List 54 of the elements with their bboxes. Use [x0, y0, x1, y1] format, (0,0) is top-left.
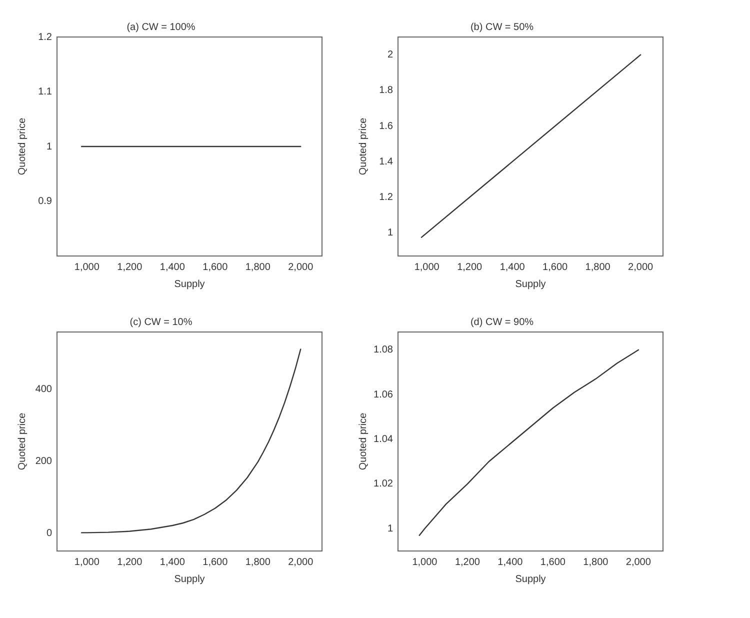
y-axis-title: Quoted price: [358, 117, 369, 176]
x-tick-label: 2,000: [628, 262, 654, 273]
y-tick-label: 1.02: [374, 478, 394, 490]
x-tick-label: 2,000: [288, 262, 314, 273]
y-tick-label: 0.9: [38, 196, 52, 207]
x-tick-label: 1,000: [74, 556, 100, 568]
x-tick-label: 1,600: [542, 262, 568, 273]
y-tick-label: 1.08: [374, 344, 394, 356]
y-tick-label: 1.2: [379, 192, 394, 203]
y-tick-label: 1.2: [38, 32, 52, 43]
y-tick-label: 1: [387, 228, 394, 239]
chart-title: (a) CW = 100%: [126, 22, 196, 33]
x-axis-title: Supply: [174, 278, 205, 290]
x-tick-label: 2,000: [288, 556, 314, 568]
x-tick-label: 1,800: [583, 556, 609, 568]
x-tick-label: 1,600: [540, 556, 566, 568]
x-tick-label: 1,600: [202, 262, 228, 273]
y-axis-title: Quoted price: [16, 117, 28, 176]
x-tick-label: 1,400: [500, 262, 526, 273]
y-tick-label: 1.6: [379, 120, 394, 132]
x-tick-label: 1,200: [117, 556, 143, 568]
y-axis-title: Quoted price: [16, 412, 28, 470]
x-tick-label: 2,000: [626, 556, 652, 568]
x-axis-title: Supply: [515, 574, 546, 585]
y-tick-label: 1.8: [379, 85, 394, 96]
x-tick-label: 1,400: [498, 556, 524, 568]
x-tick-label: 1,000: [414, 262, 440, 273]
x-axis-title: Supply: [515, 278, 546, 290]
x-tick-label: 1,000: [74, 262, 100, 273]
x-tick-label: 1,200: [117, 262, 143, 273]
y-tick-label: 400: [35, 384, 52, 396]
y-tick-label: 2: [387, 50, 394, 61]
chart-title: (b) CW = 50%: [470, 22, 534, 33]
x-axis-title: Supply: [174, 574, 205, 585]
x-tick-label: 1,800: [245, 262, 271, 273]
y-tick-label: 1.1: [38, 86, 52, 98]
x-tick-label: 1,400: [160, 262, 186, 273]
x-tick-label: 1,600: [202, 556, 228, 568]
x-tick-label: 1,800: [245, 556, 271, 568]
x-tick-label: 1,800: [585, 262, 611, 273]
x-tick-label: 1,200: [457, 262, 483, 273]
y-tick-label: 1.4: [379, 156, 394, 168]
chart-title: (d) CW = 90%: [470, 316, 534, 328]
chart-title: (c) CW = 10%: [130, 316, 192, 328]
y-axis-title: Quoted price: [358, 412, 369, 470]
x-tick-label: 1,400: [160, 556, 186, 568]
y-tick-label: 1: [46, 141, 52, 152]
x-tick-label: 1,000: [412, 556, 438, 568]
y-tick-label: 1.06: [374, 389, 394, 400]
y-tick-label: 200: [35, 456, 52, 467]
y-tick-label: 1.04: [374, 434, 394, 446]
x-tick-label: 1,200: [454, 556, 480, 568]
y-tick-label: 0: [46, 528, 52, 539]
y-tick-label: 1: [387, 523, 394, 534]
